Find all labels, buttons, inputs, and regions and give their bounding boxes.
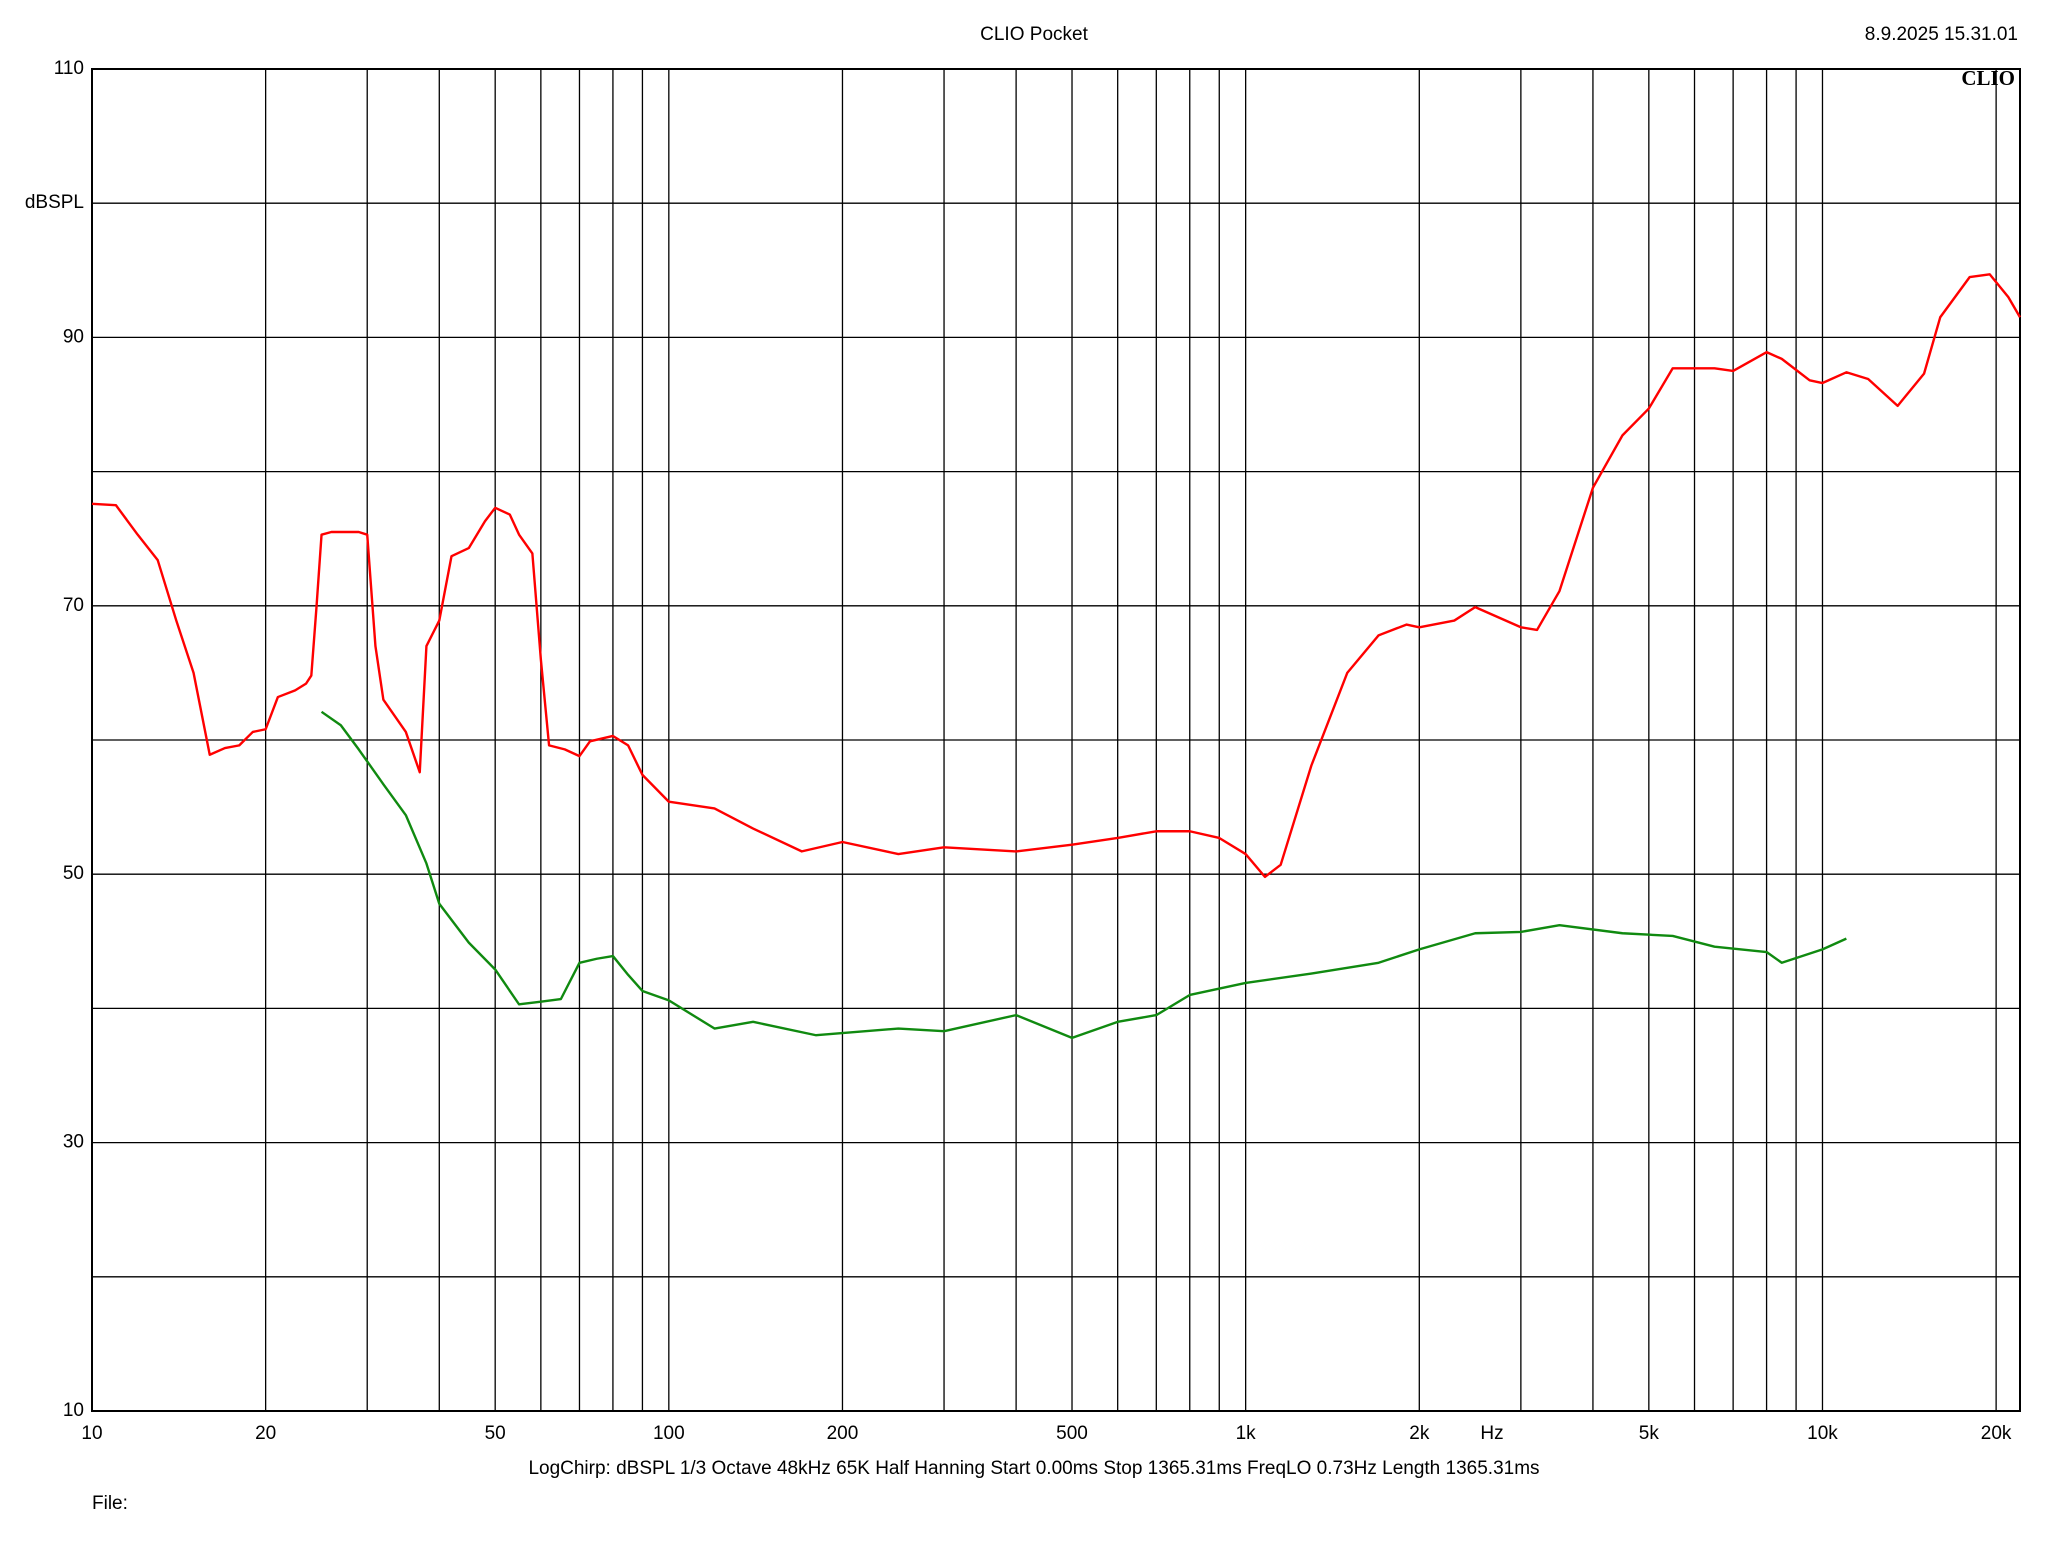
y-tick-label: 90	[63, 326, 84, 347]
x-tick-label: 2k	[1409, 1423, 1430, 1444]
plot-frame	[91, 68, 2021, 1412]
y-tick-label: 110	[54, 58, 84, 79]
x-tick-label: 100	[653, 1423, 685, 1444]
file-label: File:	[92, 1493, 128, 1514]
chart-title: CLIO Pocket	[980, 24, 1088, 45]
y-tick-label: 10	[63, 1400, 84, 1421]
x-tick-label: 10k	[1807, 1423, 1838, 1444]
x-tick-label: 200	[827, 1423, 859, 1444]
x-tick-label: 500	[1056, 1423, 1088, 1444]
timestamp: 8.9.2025 15.31.01	[1865, 24, 2018, 45]
x-tick-label: 1k	[1236, 1423, 1257, 1444]
x-tick-label: 20k	[1981, 1423, 2012, 1444]
y-tick-label: 50	[63, 863, 84, 884]
x-tick-label: 5k	[1639, 1423, 1660, 1444]
footer-info: LogChirp: dBSPL 1/3 Octave 48kHz 65K Hal…	[528, 1458, 1539, 1479]
y-tick-label: 70	[63, 595, 84, 616]
x-tick-label: 10	[81, 1423, 102, 1444]
x-tick-label: 20	[255, 1423, 276, 1444]
x-axis-label: Hz	[1480, 1423, 1503, 1444]
series-line	[320, 710, 1847, 1040]
y-axis-label: dBSPL	[25, 192, 84, 213]
x-tick-label: 50	[485, 1423, 506, 1444]
y-tick-label: 30	[63, 1132, 84, 1153]
series-line	[91, 273, 2022, 879]
